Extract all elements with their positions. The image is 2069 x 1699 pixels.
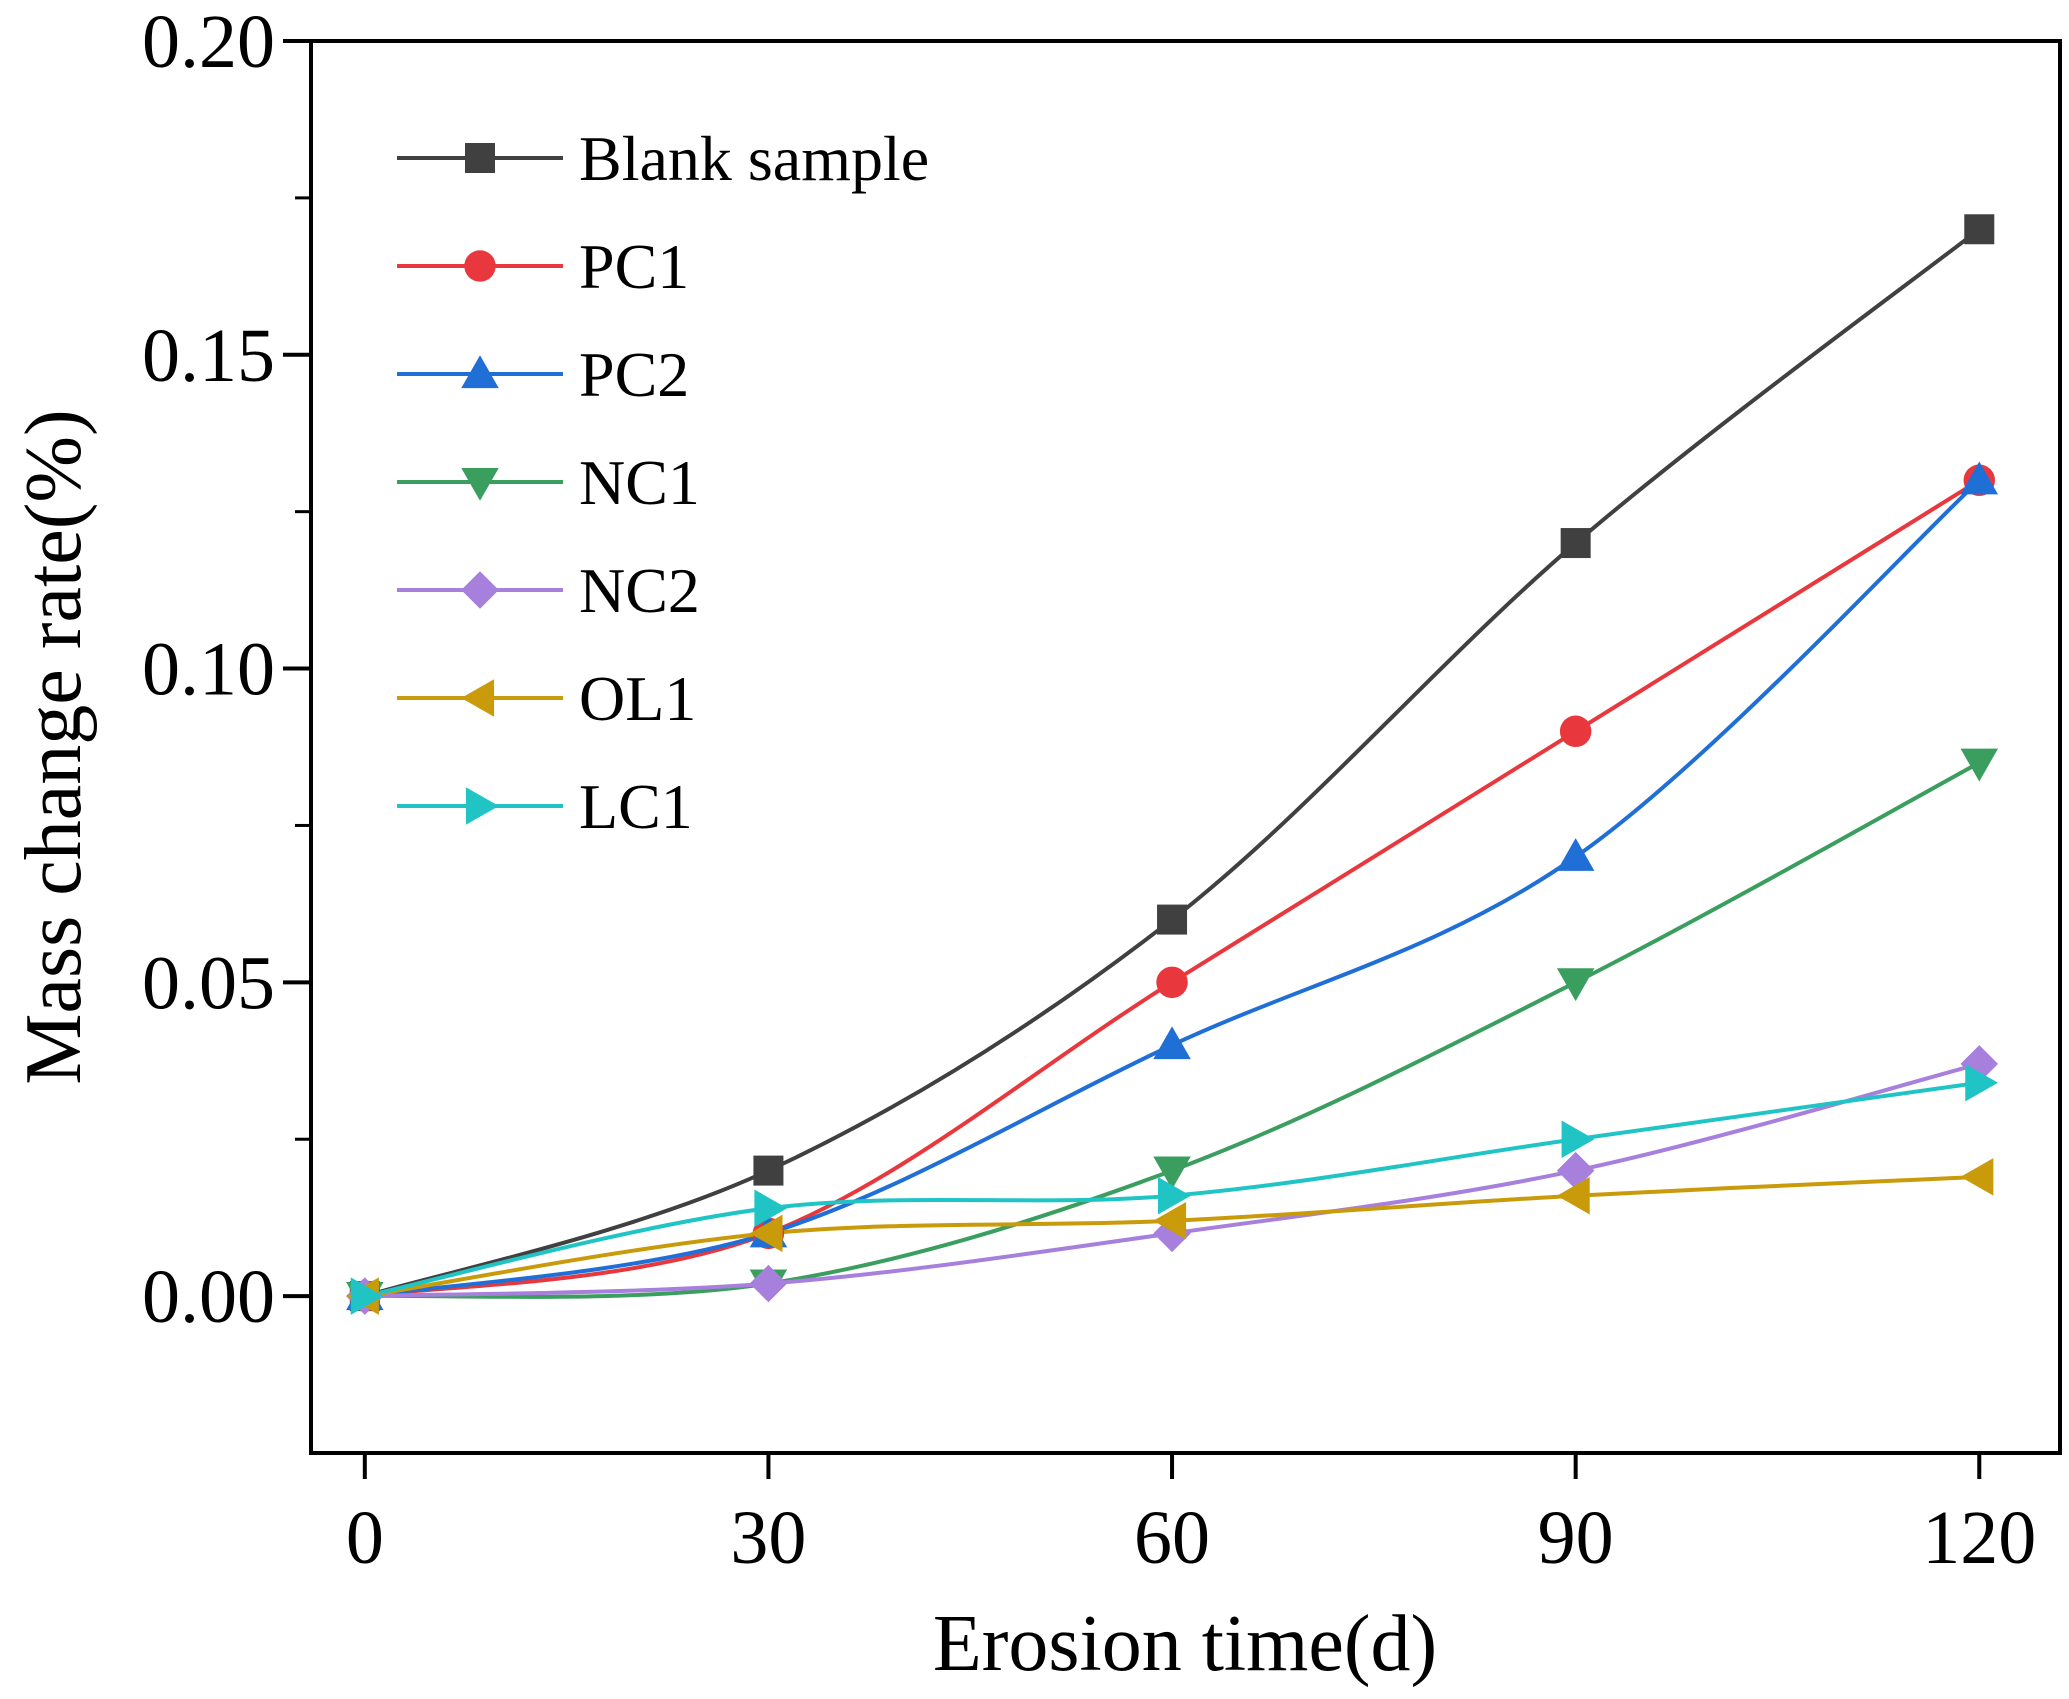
data-point-lc1 <box>1965 1063 1999 1102</box>
data-point-blank-sample <box>1157 904 1188 935</box>
data-point-pc1 <box>1559 715 1592 748</box>
x-axis-title: Erosion time(d) <box>933 1600 1437 1688</box>
legend-item-blank-sample: Blank sample <box>397 123 929 194</box>
legend-item-nc1: NC1 <box>397 447 700 518</box>
legend-label: LC1 <box>579 771 693 842</box>
series-markers <box>346 214 1999 1315</box>
legend-marker <box>465 143 495 173</box>
legend-item-lc1: LC1 <box>397 771 693 842</box>
plot-frame <box>309 39 2062 1455</box>
data-point-blank-sample <box>753 1155 784 1186</box>
legend-item-pc2: PC2 <box>397 339 689 410</box>
data-point-blank-sample <box>1964 214 1995 245</box>
legend-label: NC2 <box>579 555 700 626</box>
x-tick-label: 120 <box>1922 1496 2036 1580</box>
series-line-blank-sample <box>364 227 1981 1299</box>
y-tick-label: 0.10 <box>142 628 275 712</box>
legend-item-nc2: NC2 <box>397 555 700 626</box>
data-point-lc1 <box>1561 1120 1595 1158</box>
x-tick-label: 90 <box>1538 1496 1614 1580</box>
data-point-nc1 <box>1960 748 1999 782</box>
legend-label: Blank sample <box>579 123 929 194</box>
x-axis-ticks: 0 30 60 90 120 <box>346 1453 2036 1580</box>
y-tick-label: 0.20 <box>142 0 275 84</box>
y-axis-title: Mass change rate(%) <box>10 409 98 1084</box>
y-axis-ticks: 0.00 0.05 0.10 0.15 0.20 <box>142 0 311 1339</box>
legend-marker <box>461 571 499 609</box>
legend-label: PC2 <box>579 339 689 410</box>
x-tick-label: 60 <box>1134 1496 1210 1580</box>
y-minor-ticks <box>295 196 311 1141</box>
data-point-nc1 <box>1153 1156 1191 1190</box>
data-point-lc1 <box>350 1277 384 1315</box>
data-point-pc1 <box>1156 966 1188 999</box>
legend-marker <box>461 467 499 501</box>
data-point-ol1 <box>749 1214 783 1253</box>
data-point-ol1 <box>1960 1158 1994 1196</box>
legend: Blank sample PC1 PC2 NC1 NC2 OL1 LC1 <box>397 123 929 842</box>
data-point-nc2 <box>749 1264 788 1303</box>
data-point-lc1 <box>1157 1176 1191 1215</box>
legend-item-pc1: PC1 <box>397 231 689 302</box>
x-tick-label: 0 <box>346 1496 384 1580</box>
legend-marker <box>461 679 495 717</box>
y-tick-label: 0.05 <box>142 941 275 1025</box>
legend-item-ol1: OL1 <box>397 663 696 734</box>
data-point-nc1 <box>1556 968 1595 1002</box>
data-point-pc2 <box>1556 838 1595 871</box>
series-line-pc2 <box>364 478 1981 1299</box>
data-point-blank-sample <box>1560 528 1591 559</box>
y-tick-label: 0.00 <box>142 1255 275 1339</box>
data-point-pc2 <box>1153 1026 1191 1060</box>
data-point-ol1 <box>1556 1176 1590 1215</box>
data-point-pc2 <box>1960 461 1999 495</box>
legend-label: NC1 <box>579 447 700 518</box>
data-point-ol1 <box>1153 1202 1187 1240</box>
data-point-lc1 <box>754 1189 788 1228</box>
legend-marker <box>465 787 499 825</box>
legend-marker <box>461 355 499 389</box>
legend-label: OL1 <box>579 663 696 734</box>
legend-label: PC1 <box>579 231 689 302</box>
x-tick-label: 30 <box>730 1496 806 1580</box>
legend-marker <box>464 250 496 282</box>
y-tick-label: 0.15 <box>142 314 275 398</box>
